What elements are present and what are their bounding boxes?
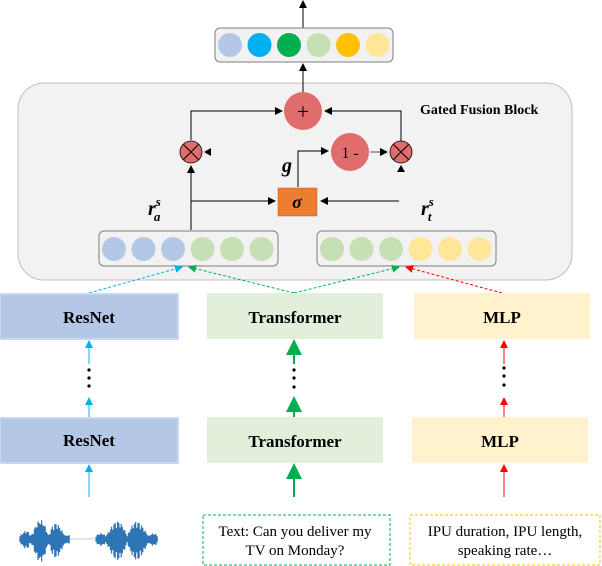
add-operator: [284, 92, 322, 130]
audio-encoder-column: ResNet ResNet: [0, 293, 179, 497]
text-prosody-vector-element: [467, 237, 492, 261]
svg-text:Transformer: Transformer: [248, 432, 342, 451]
audio-waveform-icon: [19, 520, 158, 562]
text-prosody-vector-element: [408, 237, 433, 261]
output-vector-element: [277, 33, 301, 57]
output-vector-element: [218, 33, 242, 57]
audio-rep-label: rs a: [148, 194, 161, 224]
svg-text:MLP: MLP: [483, 308, 521, 327]
audio-text-vector-element: [190, 237, 215, 261]
output-vector-element: [247, 33, 272, 57]
text-prosody-vector-element: [320, 237, 344, 261]
sigmoid-gate: [277, 187, 318, 217]
text-encoder-column: Transformer Transformer: [207, 293, 383, 497]
svg-text:Transformer: Transformer: [248, 308, 342, 327]
audio-text-vector-element: [161, 237, 185, 261]
block-title: Gated Fusion Block: [420, 103, 538, 118]
sigma-label: σ: [292, 192, 303, 212]
output-vector-element: [306, 33, 331, 57]
audio-text-vector-element: [102, 237, 126, 261]
output-vector-element: [336, 33, 360, 57]
text-prosody-vector-element: [379, 237, 403, 261]
prosody-input-line-1: IPU duration, IPU length,: [428, 524, 583, 540]
mlp-bottom: [412, 417, 588, 463]
svg-text:ResNet: ResNet: [63, 431, 115, 450]
svg-text:ResNet: ResNet: [63, 308, 115, 327]
text-prosody-vector-element: [349, 237, 374, 261]
text-input-box: [202, 514, 391, 566]
resnet-top: [0, 293, 179, 340]
output-vector-element: [365, 33, 390, 57]
gate-label: g: [281, 155, 292, 177]
text-rep-label: rs t: [421, 194, 434, 224]
text-input-line-2: TV on Monday?: [246, 543, 345, 559]
svg-text:MLP: MLP: [481, 432, 519, 451]
waveform-path: [19, 520, 158, 562]
audio-text-vector-element: [131, 237, 156, 261]
plus-symbol: +: [297, 99, 309, 124]
mlp-top: [414, 293, 590, 339]
text-input-line-1: Text: Can you deliver my: [218, 524, 372, 540]
prosody-encoder-column: MLP MLP: [412, 293, 590, 497]
ellipsis-dots: [87, 366, 506, 389]
one-minus-operator: [331, 133, 369, 171]
audio-text-vector-element: [220, 237, 244, 261]
transformer-bottom: [207, 417, 383, 463]
audio-text-vector-element: [249, 237, 274, 261]
prosody-input-box: [409, 514, 601, 566]
resnet-bottom: [0, 417, 179, 464]
prosody-input-line-2: speaking rate…: [458, 543, 553, 559]
one-minus-label: 1 -: [341, 145, 358, 162]
transformer-top: [207, 293, 383, 339]
text-prosody-vector-element: [438, 237, 462, 261]
